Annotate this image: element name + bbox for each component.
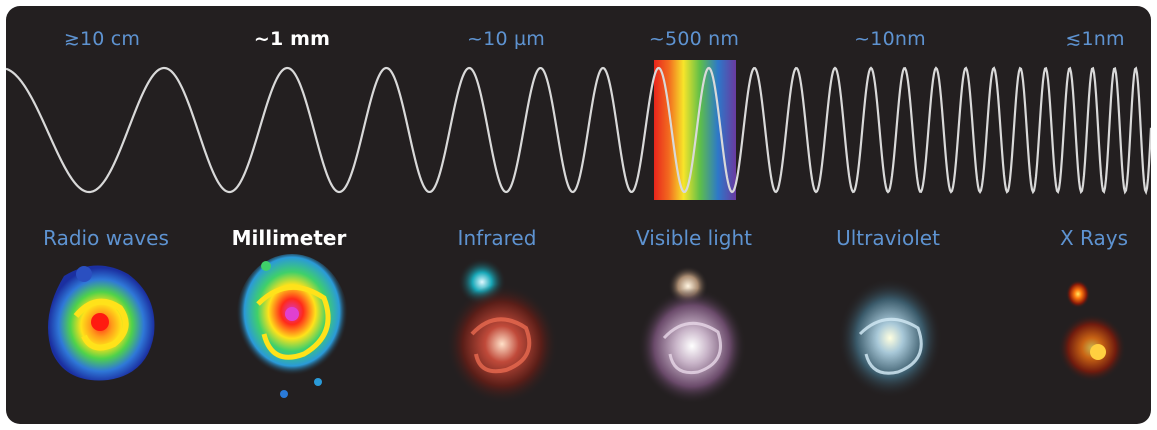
galaxy-ultraviolet-image — [826, 268, 956, 408]
band-label-millimeter: Millimeter — [232, 226, 347, 250]
wave-diagram — [6, 6, 1151, 221]
band-label-visible: Visible light — [636, 226, 752, 250]
galaxy-millimeter-image — [228, 254, 358, 404]
band-label-radio: Radio waves — [43, 226, 169, 250]
electromagnetic-wave — [6, 68, 1151, 192]
galaxy-radio-image — [36, 256, 166, 386]
galaxy-visible-image — [628, 258, 758, 408]
band-label-xray: X Rays — [1060, 226, 1128, 250]
band-label-infrared: Infrared — [458, 226, 537, 250]
spectrum-panel: ≳10 cm ~1 mm ~10 µm ~500 nm ~10nm ≲1nm R… — [6, 6, 1151, 424]
galaxy-xray-image — [1046, 276, 1136, 396]
band-label-ultraviolet: Ultraviolet — [836, 226, 940, 250]
galaxy-infrared-image — [436, 258, 566, 408]
visible-spectrum-block — [654, 60, 736, 200]
